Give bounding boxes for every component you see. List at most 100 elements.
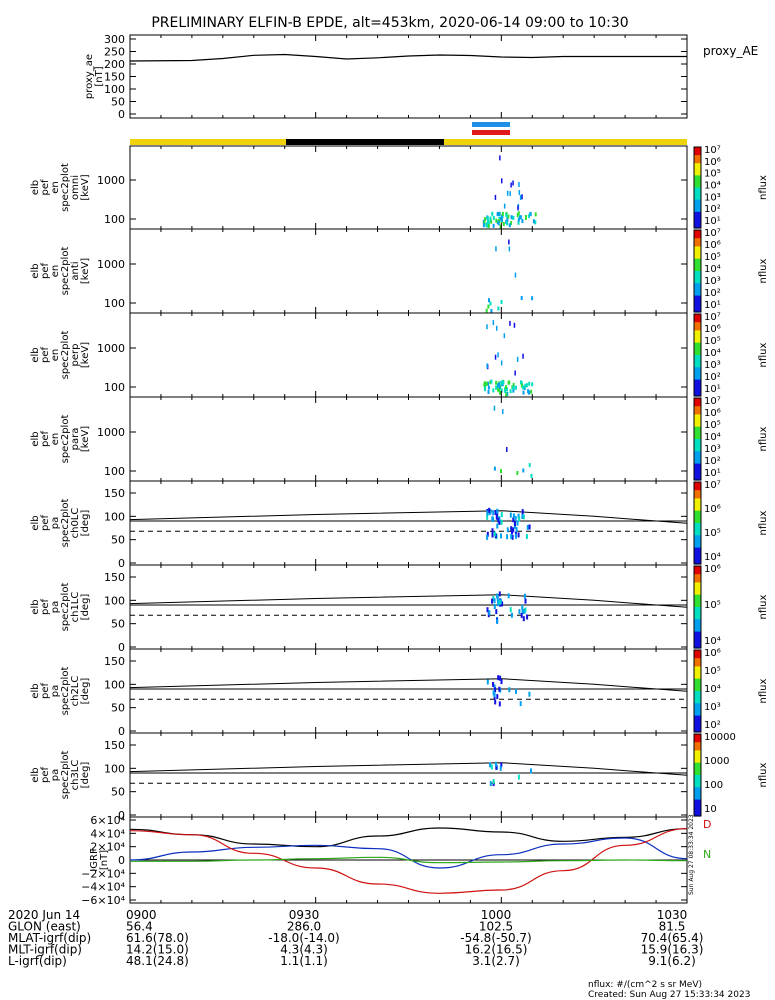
flux-pixel <box>528 691 531 697</box>
flux-pixel <box>520 612 523 618</box>
flux-pixel <box>530 389 533 394</box>
colorbar-tick-label: 10⁷ <box>704 228 721 239</box>
colorbar-tick-label: 10⁶ <box>704 564 721 575</box>
colorbar-label: nflux <box>758 678 769 703</box>
flux-pixel <box>496 508 499 514</box>
colorbar-segment <box>694 783 701 786</box>
colorbar-segment <box>694 177 701 180</box>
colorbar-segment <box>694 695 701 698</box>
colorbar-segment <box>694 512 701 516</box>
colorbar-segment <box>694 482 701 485</box>
flux-pixel <box>485 222 488 227</box>
colorbar-segment <box>694 185 701 189</box>
flux-pixel <box>506 387 508 392</box>
ylabel-line: elb <box>30 515 41 530</box>
colorbar-segment <box>694 723 701 727</box>
flux-pixel <box>518 182 520 187</box>
colorbar-segment <box>694 518 701 522</box>
colorbar-segment <box>694 645 701 649</box>
pitch-tick-label: 100 <box>104 594 125 607</box>
flux-pixel <box>513 521 516 527</box>
colorbar-segment <box>694 271 701 274</box>
igrf-tick-label: −6×10⁴ <box>81 894 125 907</box>
flux-pixel <box>515 385 517 390</box>
colorbar-segment <box>694 289 701 293</box>
ylabel-line: [deg] <box>80 762 91 789</box>
flux-pixel <box>487 381 489 386</box>
flux-pixel <box>502 222 505 226</box>
colorbar-segment <box>694 721 701 725</box>
pitch-tick-label: 150 <box>104 571 125 584</box>
ylabel-line: perp <box>70 344 81 367</box>
ae-ytick-label: 200 <box>104 58 125 71</box>
colorbar-segment <box>694 355 701 358</box>
colorbar-segment <box>694 473 701 477</box>
colorbar-segment <box>694 467 701 471</box>
colorbar-segment <box>694 418 701 422</box>
spectrogram-frame <box>129 228 688 314</box>
colorbar-segment <box>694 328 701 331</box>
colorbar-segment <box>694 461 701 465</box>
colorbar-segment <box>694 232 701 235</box>
colorbar-segment <box>694 805 701 809</box>
colorbar-segment <box>694 175 701 178</box>
flux-pixel <box>492 320 495 326</box>
colorbar-frame <box>693 481 702 565</box>
colorbar-segment <box>694 707 701 711</box>
colorbar-segment <box>694 147 701 150</box>
pitch-tick-label: 150 <box>104 487 125 500</box>
spectrogram-frame <box>129 145 688 230</box>
side-stamp: Sun Aug 27 08:33:34 2023 <box>688 814 695 895</box>
flux-pixel <box>528 524 531 530</box>
colorbar-segment <box>694 510 701 514</box>
colorbar-segment <box>694 211 701 215</box>
flux-pixel <box>490 379 493 384</box>
ylabel-line: spec2plot <box>60 583 71 632</box>
colorbar-segment <box>694 151 701 154</box>
colorbar-segment <box>694 215 701 219</box>
flux-pixel <box>506 221 509 226</box>
flux-pixel <box>495 380 498 385</box>
flux-pixel <box>517 217 520 222</box>
flux-pixel <box>514 523 516 529</box>
flux-pixel <box>493 531 496 537</box>
colorbar-segment <box>694 199 701 203</box>
x-axis-cell: 102.5 <box>479 920 513 934</box>
colorbar-segment <box>694 697 701 700</box>
flux-pixel <box>500 679 503 685</box>
colorbar-label: nflux <box>758 594 769 619</box>
colorbar-segment <box>694 719 701 723</box>
flux-pixel <box>506 391 509 396</box>
flux-pixel <box>492 690 495 696</box>
colorbar-tick-label: 10¹ <box>704 216 721 227</box>
colorbar-segment <box>694 615 701 618</box>
flux-pixel <box>525 215 527 220</box>
flux-pixel <box>514 370 516 376</box>
colorbar-segment <box>694 299 701 303</box>
colorbar-segment <box>694 414 701 418</box>
flux-pixel <box>487 390 490 394</box>
flux-pixel <box>493 598 496 604</box>
colorbar-segment <box>694 387 701 391</box>
spectrogram-panel-4 <box>493 405 533 478</box>
flux-pixel <box>490 764 493 770</box>
flux-pixel <box>511 534 514 540</box>
ylabel-line: spec2plot <box>60 331 71 380</box>
colorbar-segment <box>694 167 701 170</box>
flux-pixel <box>493 405 496 411</box>
flux-pixel <box>510 612 513 618</box>
flux-pixel <box>512 527 515 533</box>
colorbar-segment <box>694 357 701 360</box>
colorbar-segment <box>694 314 701 317</box>
colorbar-segment <box>694 459 701 463</box>
colorbar-segment <box>694 596 701 600</box>
flux-pixel <box>521 509 524 515</box>
colorbar-segment <box>694 555 701 559</box>
pitch-tick-label: 0 <box>118 557 125 570</box>
flux-pixel <box>524 383 527 388</box>
flux-pixel <box>506 534 509 540</box>
